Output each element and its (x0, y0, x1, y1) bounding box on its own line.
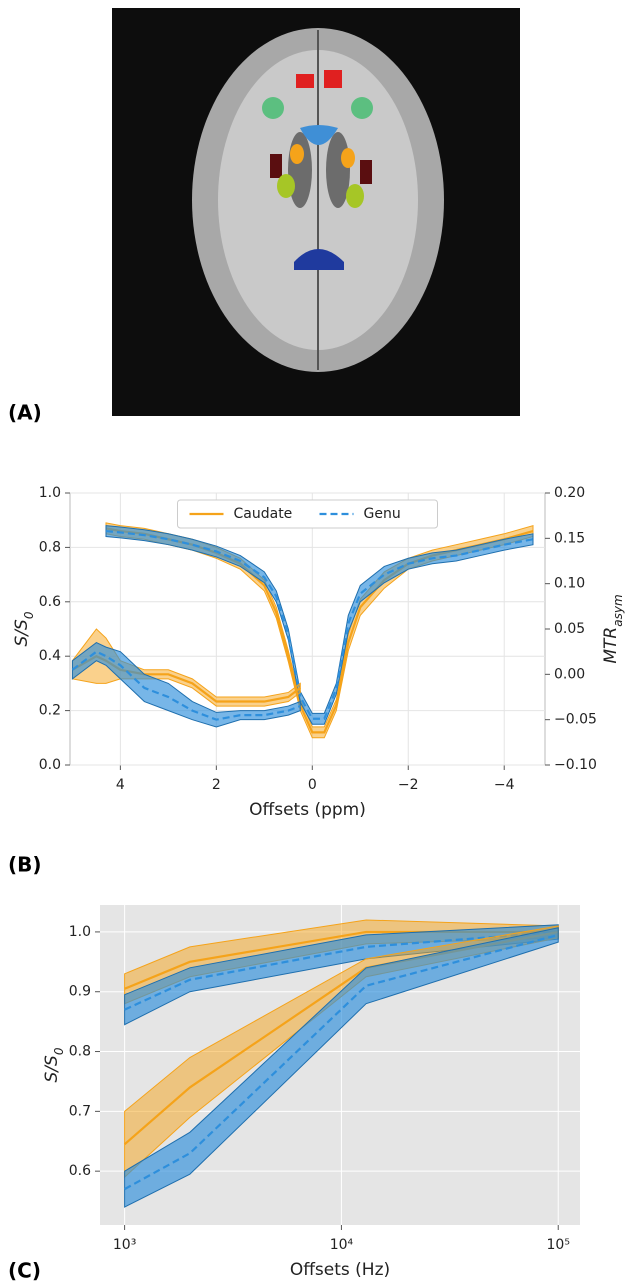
x-tick-label: 0 (308, 777, 317, 793)
axis-label-sub: 0 (22, 611, 36, 619)
x-tick-label: 10⁵ (547, 1237, 570, 1253)
y-tick-label: 1.0 (69, 924, 91, 940)
roi (346, 184, 364, 208)
y-tick-label: 0.8 (69, 1044, 91, 1060)
y-tick-label: 0.9 (69, 984, 91, 1000)
y-tick-label: 0.7 (69, 1103, 91, 1119)
series-line (71, 650, 301, 721)
y2-tick-label: 0.10 (554, 576, 585, 592)
axis-label-base: S/S (12, 619, 32, 647)
roi (300, 125, 338, 145)
roi (324, 70, 342, 88)
y2-tick-label: 0.05 (554, 621, 585, 637)
y-tick-label: 0.6 (69, 1163, 91, 1179)
roi (296, 74, 314, 88)
roi (290, 144, 304, 164)
y-tick-label: 0.8 (39, 539, 61, 555)
panel-label: (C) (8, 1259, 41, 1283)
axis-label-sub: asym (611, 594, 625, 626)
roi (360, 160, 372, 184)
error-band (105, 525, 534, 725)
roi (294, 249, 344, 270)
axis-label-base: S/S (42, 1055, 62, 1083)
error-band (124, 927, 559, 1208)
axis-label: Offsets (ppm) (249, 800, 366, 820)
y2-tick-label: −0.05 (554, 712, 597, 728)
y2-tick-label: 0.15 (554, 530, 585, 546)
brain-image (112, 8, 520, 416)
legend-label: Caudate (234, 506, 293, 522)
axis-label: S/S0 (42, 1047, 66, 1082)
series-line (105, 529, 534, 720)
x-tick-label: −2 (398, 777, 419, 793)
y-tick-label: 0.0 (39, 757, 61, 773)
roi (351, 97, 373, 119)
panel-label: (B) (8, 853, 42, 877)
axis-label: S/S0 (12, 611, 36, 646)
x-tick-label: 10³ (113, 1237, 136, 1253)
y2-tick-label: 0.20 (554, 485, 585, 501)
y-tick-label: 0.4 (39, 648, 61, 664)
axis-label-base: MTR (601, 627, 621, 664)
panel-label: (A) (8, 401, 42, 425)
x-tick-label: −4 (494, 777, 515, 793)
series-line (124, 933, 559, 1191)
legend-box (177, 499, 438, 529)
y2-tick-label: 0.00 (554, 666, 585, 682)
roi (262, 97, 284, 119)
axis-label: MTRasym (601, 594, 625, 663)
series-line (124, 930, 559, 1011)
roi (277, 174, 295, 198)
x-tick-label: 4 (116, 777, 125, 793)
legend-label: Genu (364, 506, 401, 522)
y-tick-label: 0.6 (39, 594, 61, 610)
error-band (71, 642, 301, 728)
axis-label-sub: 0 (52, 1047, 66, 1055)
y-tick-label: 0.2 (39, 703, 61, 719)
roi (341, 148, 355, 168)
roi (270, 154, 282, 178)
x-tick-label: 2 (212, 777, 221, 793)
axis-label: Offsets (Hz) (290, 1260, 390, 1280)
y-tick-label: 1.0 (39, 485, 61, 501)
ventricle (288, 132, 312, 208)
y2-tick-label: −0.10 (554, 757, 597, 773)
x-tick-label: 10⁴ (330, 1237, 354, 1253)
